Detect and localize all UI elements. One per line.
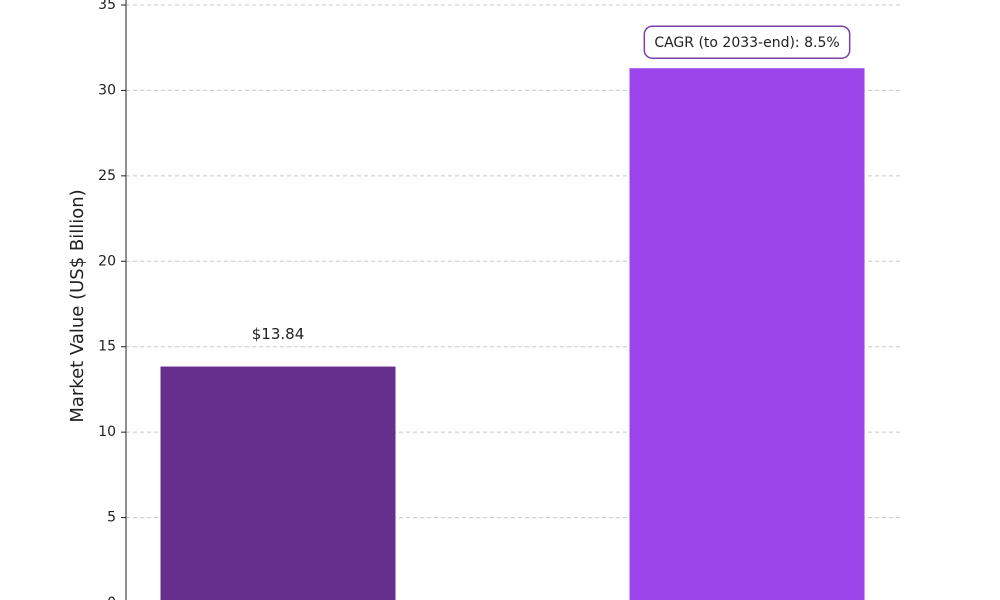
y-tick-label: 30 (98, 82, 116, 98)
bar (160, 366, 396, 600)
y-tick-label: 5 (107, 510, 116, 526)
y-tick-label: 15 (98, 339, 116, 355)
annotation-box (643, 25, 851, 59)
value-label: $13.84 (252, 325, 305, 343)
annotation: CAGR (to 2033-end): 8.5% (654, 35, 839, 51)
bar (629, 68, 865, 600)
y-tick-label: 10 (98, 424, 116, 440)
y-axis-label: Market Value (US$ Billion) (67, 189, 88, 422)
y-tick-label: 35 (98, 0, 116, 13)
y-tick-label: 20 (98, 253, 116, 269)
y-tick-label: 0 (107, 595, 116, 600)
y-tick-label: 25 (98, 168, 116, 184)
